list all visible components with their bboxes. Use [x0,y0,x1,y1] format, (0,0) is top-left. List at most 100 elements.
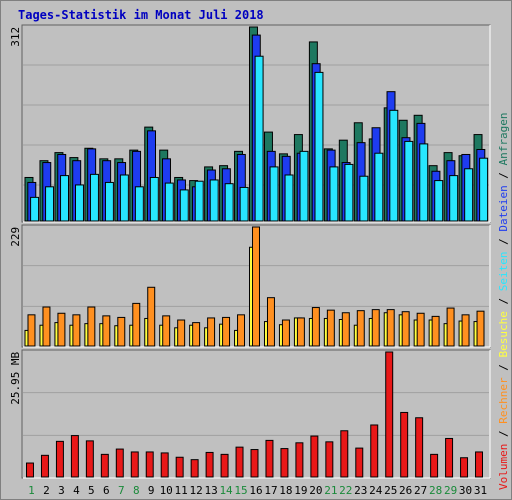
bar-rechner [311,307,320,347]
requests-max-label: 312 [9,27,22,47]
bar-rechner [431,315,440,347]
bar-rechner [326,309,335,347]
bar-seiten [374,152,384,222]
day-label: 30 [459,484,472,497]
bar-seiten [344,163,354,222]
bar-volumen [280,448,289,478]
day-label: 22 [339,484,352,497]
bar-volumen [355,447,364,478]
legend-entry: / [497,424,510,444]
bar-volumen [190,459,199,478]
bar-volumen [325,441,334,478]
bar-volumen [235,446,244,478]
bar-seiten [119,174,129,222]
bar-volumen [400,411,409,478]
bar-rechner [446,307,455,347]
bar-rechner [57,312,66,347]
bar-volumen [220,453,229,478]
bar-rechner [401,311,410,347]
bar-rechner [252,226,260,347]
bar-seiten [134,186,144,222]
day-label: 10 [160,484,173,497]
legend-entry: Dateien [497,185,510,231]
bar-volumen [445,437,454,478]
bar-rechner [102,315,111,347]
day-label: 31 [474,484,487,497]
day-label: 4 [73,484,80,497]
day-label: 5 [88,484,95,497]
bar-volumen [415,417,424,478]
bar-seiten [30,196,40,222]
bar-rechner [207,317,216,347]
day-label: 9 [148,484,155,497]
bar-seiten [314,71,324,222]
bar-volumen [145,451,154,478]
bar-volumen [430,453,439,478]
bar-seiten [224,183,234,222]
bar-volumen [115,448,124,478]
day-label: 14 [219,484,233,497]
bar-rechner [192,322,201,347]
bar-volumen [130,451,139,478]
bar-seiten [104,181,114,222]
bar-rechner [72,314,81,347]
bar-volumen [460,457,469,478]
bar-rechner [237,314,246,347]
bar-volumen [205,451,214,478]
day-label: 25 [384,484,397,497]
bar-seiten [209,179,219,222]
bars [24,26,489,478]
bar-volumen [55,440,64,478]
bar-seiten [329,166,339,222]
day-labels: 1 2 3 4 5 6 7 8 9 10 11 12 13 14 15 16 17 18 19 20 21 22 23 24 2… [28,484,487,497]
day-label: 7 [118,484,125,497]
bar-volumen [85,440,94,478]
day-label: 26 [399,484,412,497]
day-label: 1 [28,484,35,497]
bar-volumen [370,424,379,478]
legend-entry: / [497,358,510,378]
legend-entry: / [497,165,510,185]
legend-entry: / [497,232,510,252]
bar-seiten [60,175,70,222]
bar-volumen [175,456,184,478]
bar-volumen [40,454,49,478]
bar-volumen [160,452,169,478]
bar-rechner [177,319,186,347]
bar-rechner [461,314,470,347]
bar-volumen [250,449,259,478]
bar-volumen [295,442,304,478]
day-label: 15 [234,484,247,497]
day-label: 24 [369,484,383,497]
day-label: 6 [103,484,110,497]
bar-rechner [476,310,485,347]
bar-rechner [27,314,36,347]
bar-seiten [149,176,159,222]
bar-rechner [87,306,96,347]
bar-volumen [26,462,34,478]
bar-seiten [89,173,99,222]
bar-volumen [265,439,274,478]
legend-entry: Anfragen [497,112,510,165]
legend-entry: Seiten [497,252,510,292]
day-label: 27 [414,484,427,497]
day-label: 19 [294,484,307,497]
bar-rechner [386,309,395,347]
legend-right: Volumen / Rechner / Besuche / Seiten / D… [497,112,510,490]
legend-entry: Volumen [497,444,510,490]
day-label: 21 [324,484,337,497]
volume-max-label: 25.95 MB [9,351,22,404]
bar-volumen [475,451,483,478]
day-label: 13 [204,484,217,497]
legend-entry: Besuche [497,311,510,357]
bar-seiten [45,186,55,222]
chart-title: Tages-Statistik im Monat Juli 2018 [18,8,264,22]
bar-rechner [356,310,365,347]
bar-rechner [281,319,290,347]
day-label: 16 [249,484,262,497]
bar-seiten [449,175,459,222]
day-label: 3 [58,484,65,497]
bar-seiten [404,140,414,222]
bar-seiten [239,186,249,222]
